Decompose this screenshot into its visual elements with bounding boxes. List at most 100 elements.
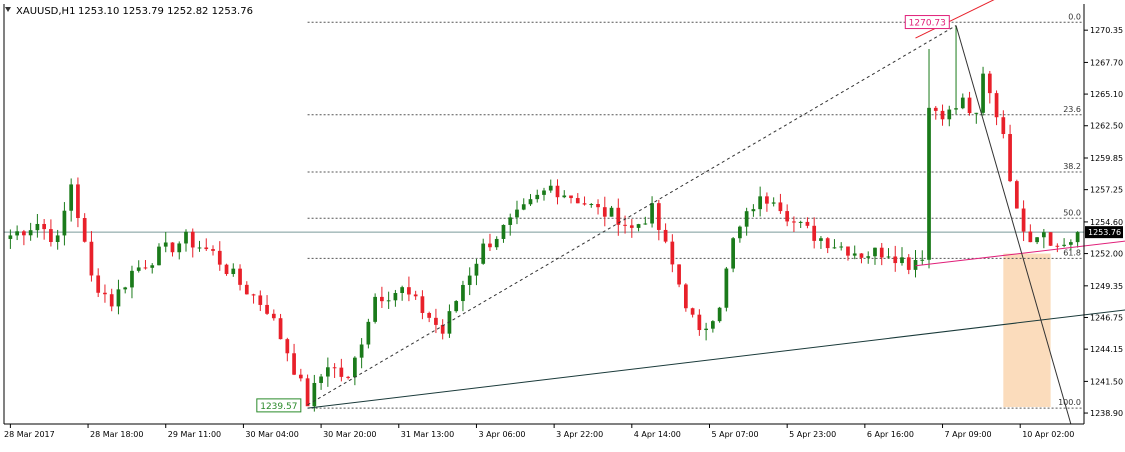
candle-body [933,107,938,111]
candle-body [49,229,53,242]
candle-body [474,263,479,276]
candle-body [859,253,864,258]
x-tick-label: 5 Apr 23:00 [789,430,836,439]
candle-body [76,184,80,219]
candle-body [413,294,418,297]
candle-body [386,300,391,302]
candle-body [319,376,323,383]
candle-body [62,210,67,236]
channel-upper-trendline[interactable] [915,216,1125,267]
candle-body [886,256,891,258]
candle-body [35,223,40,231]
x-tick-label: 29 Mar 11:00 [168,430,221,439]
candle-body [204,247,209,250]
fib-swing-trendline[interactable] [307,25,957,406]
candle-body [893,256,898,264]
candle-body [690,308,695,315]
candle-body [461,284,465,302]
candle-body [420,296,425,313]
candle-body [325,367,330,377]
x-tick-label: 4 Apr 14:00 [634,430,681,439]
candle-body [488,243,492,248]
candle-body [879,247,884,258]
x-tick-label: 28 Mar 2017 [4,430,55,439]
fib-level-label: 61.8 [1063,248,1081,257]
candle-body [751,209,756,212]
candle-body [1041,232,1046,238]
y-tick-label: 1246.75 [1090,313,1123,322]
candle-body [906,257,911,270]
candle-body [596,204,600,208]
candle-body [548,185,553,191]
candle-body [542,190,546,195]
low-marker-box[interactable] [256,398,302,413]
last-price-label: 1253.76 [1088,228,1121,237]
candle-body [650,203,654,224]
candle-body [832,247,837,249]
candle-body [1035,237,1039,243]
fib-level-label: 23.6 [1063,105,1081,114]
candle-body [501,224,506,239]
candle-body [765,196,769,204]
candle-body [636,224,641,228]
drop-line-trendline[interactable] [955,25,1072,425]
red-ray-trendline[interactable] [915,0,1011,39]
x-tick-label: 3 Apr 22:00 [556,430,603,439]
candle-body [143,267,148,269]
candle-body [900,257,904,264]
candle-body [130,270,134,288]
candle-body [555,185,560,198]
candle-body [1001,117,1006,135]
candle-body [562,195,567,198]
candle-body [677,264,681,285]
x-tick-label: 7 Apr 09:00 [945,430,992,439]
candle-body [1008,134,1012,182]
target-zone-box[interactable] [1003,253,1051,407]
candle-body [1028,231,1033,243]
candle-body [629,225,634,228]
fib-level-label: 0.0 [1068,12,1081,21]
candle-body [927,107,931,260]
y-tick-label: 1252.00 [1090,250,1123,259]
candle-body [373,296,377,322]
candle-body [798,221,803,223]
candle-body [602,207,607,217]
candle-body [758,196,763,210]
candle-body [190,231,195,248]
high-marker-box[interactable] [904,15,950,30]
candle-body [116,289,121,307]
candle-body [940,110,945,120]
candle-body [494,238,499,248]
candle-body [150,265,155,268]
fib-level-label: 38.2 [1063,162,1081,171]
candle-body [339,367,344,377]
candle-body [332,367,337,369]
y-tick-label: 1257.25 [1090,186,1123,195]
candle-body [211,249,215,251]
candle-body [515,209,519,218]
candle-body [123,287,128,290]
candle-body [589,204,594,206]
candle-body [711,321,715,329]
y-tick-label: 1270.35 [1090,26,1123,35]
x-tick-label: 10 Apr 02:00 [1022,430,1074,439]
y-tick-label: 1244.15 [1090,345,1123,354]
candle-body [454,301,459,312]
candle-body [738,226,742,239]
candle-body [103,292,107,295]
support-line-trendline[interactable] [307,284,1125,409]
candle-body [994,93,999,118]
candle-body [609,207,614,217]
candle-body [265,304,269,314]
candle-body [616,207,621,225]
candle-body [440,324,445,334]
candle-body [298,374,303,379]
candle-body [683,284,688,309]
candle-body [528,199,533,205]
candle-body [8,235,13,239]
chart-collapse-icon[interactable] [5,7,11,12]
candle-body [1069,242,1073,245]
candle-body [278,318,283,340]
